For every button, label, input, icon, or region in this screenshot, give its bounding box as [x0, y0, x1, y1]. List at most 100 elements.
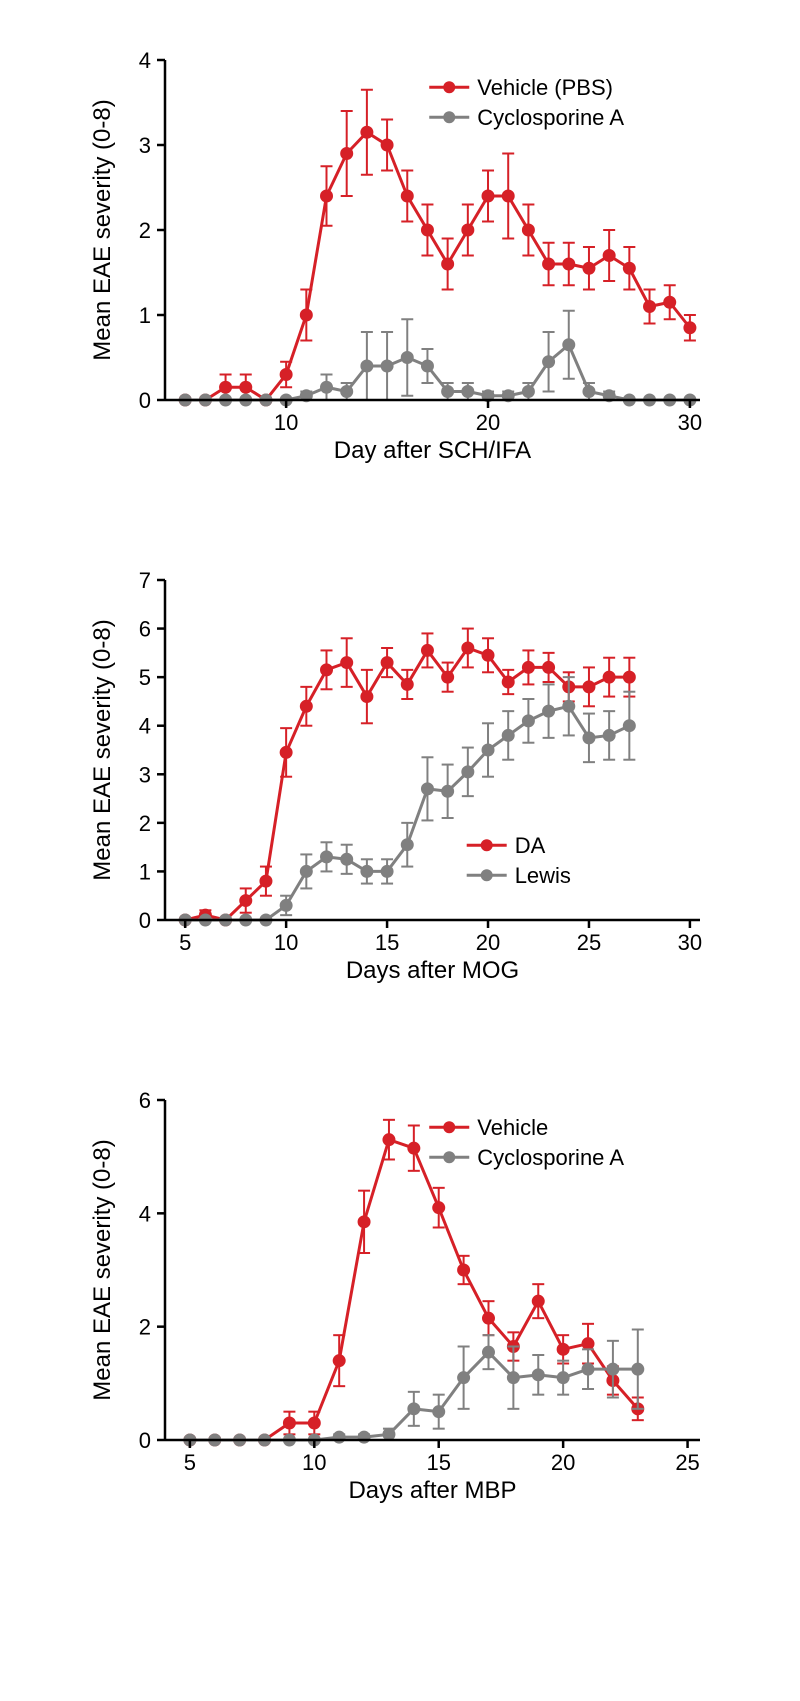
- data-marker: [543, 356, 555, 368]
- data-marker: [543, 661, 555, 673]
- data-marker: [583, 262, 595, 274]
- data-marker: [300, 700, 312, 712]
- chart-svg-1: 01234102030Mean EAE severity (0-8)Day af…: [80, 40, 720, 470]
- chart-panel-3: 0246510152025Mean EAE severity (0-8)Days…: [40, 1080, 760, 1510]
- data-marker: [522, 386, 534, 398]
- data-marker: [522, 661, 534, 673]
- data-marker: [421, 783, 433, 795]
- data-marker: [333, 1355, 345, 1367]
- series-line: [185, 132, 690, 400]
- data-marker: [442, 785, 454, 797]
- y-tick-label: 6: [139, 617, 151, 642]
- data-marker: [557, 1372, 569, 1384]
- y-tick-label: 0: [139, 1428, 151, 1453]
- data-marker: [321, 664, 333, 676]
- legend-marker: [443, 81, 455, 93]
- data-marker: [260, 875, 272, 887]
- data-marker: [280, 899, 292, 911]
- chart-panel-2: 0123456751015202530Mean EAE severity (0-…: [40, 560, 760, 990]
- data-marker: [300, 865, 312, 877]
- data-marker: [433, 1406, 445, 1418]
- y-tick-label: 2: [139, 218, 151, 243]
- y-tick-label: 0: [139, 908, 151, 933]
- legend-label: Lewis: [515, 863, 571, 888]
- y-tick-label: 3: [139, 133, 151, 158]
- data-marker: [502, 190, 514, 202]
- data-marker: [462, 642, 474, 654]
- y-axis-title: Mean EAE severity (0-8): [89, 1139, 116, 1400]
- x-tick-label: 30: [678, 410, 702, 435]
- data-marker: [462, 766, 474, 778]
- data-marker: [603, 250, 615, 262]
- x-axis-title: Day after SCH/IFA: [334, 437, 531, 464]
- data-marker: [308, 1417, 320, 1429]
- data-marker: [381, 865, 393, 877]
- data-marker: [507, 1372, 519, 1384]
- data-marker: [462, 386, 474, 398]
- data-marker: [358, 1431, 370, 1443]
- x-tick-label: 5: [179, 930, 191, 955]
- data-marker: [664, 296, 676, 308]
- data-marker: [408, 1142, 420, 1154]
- legend-label: Cyclosporine A: [477, 105, 624, 130]
- legend-marker: [481, 869, 493, 881]
- data-marker: [280, 369, 292, 381]
- data-marker: [361, 126, 373, 138]
- data-marker: [684, 322, 696, 334]
- y-tick-label: 7: [139, 568, 151, 593]
- y-tick-label: 1: [139, 859, 151, 884]
- data-marker: [361, 360, 373, 372]
- y-tick-label: 2: [139, 1315, 151, 1340]
- page: 01234102030Mean EAE severity (0-8)Day af…: [0, 0, 800, 1570]
- data-marker: [482, 649, 494, 661]
- legend-label: DA: [515, 833, 546, 858]
- data-marker: [607, 1363, 619, 1375]
- data-marker: [532, 1295, 544, 1307]
- data-marker: [458, 1264, 470, 1276]
- data-marker: [383, 1428, 395, 1440]
- legend-label: Vehicle (PBS): [477, 75, 613, 100]
- data-marker: [442, 386, 454, 398]
- x-tick-label: 25: [675, 1450, 699, 1475]
- y-axis-title: Mean EAE severity (0-8): [89, 619, 116, 880]
- data-marker: [482, 1312, 494, 1324]
- data-marker: [401, 678, 413, 690]
- data-marker: [381, 360, 393, 372]
- data-marker: [583, 386, 595, 398]
- data-marker: [321, 851, 333, 863]
- data-marker: [623, 671, 635, 683]
- legend-marker: [481, 839, 493, 851]
- x-axis-title: Days after MOG: [346, 957, 519, 984]
- data-marker: [644, 301, 656, 313]
- data-marker: [563, 700, 575, 712]
- data-marker: [341, 386, 353, 398]
- y-tick-label: 1: [139, 303, 151, 328]
- data-marker: [280, 746, 292, 758]
- data-marker: [482, 1346, 494, 1358]
- data-marker: [381, 657, 393, 669]
- data-marker: [333, 1431, 345, 1443]
- data-marker: [623, 720, 635, 732]
- data-marker: [462, 224, 474, 236]
- data-marker: [603, 671, 615, 683]
- x-tick-label: 20: [551, 1450, 575, 1475]
- y-tick-label: 4: [139, 48, 151, 73]
- y-tick-label: 3: [139, 762, 151, 787]
- x-tick-label: 10: [274, 930, 298, 955]
- x-tick-label: 25: [577, 930, 601, 955]
- data-marker: [522, 224, 534, 236]
- data-marker: [220, 381, 232, 393]
- data-marker: [341, 853, 353, 865]
- data-marker: [557, 1343, 569, 1355]
- data-marker: [240, 381, 252, 393]
- data-marker: [283, 1417, 295, 1429]
- data-marker: [401, 190, 413, 202]
- y-axis-title: Mean EAE severity (0-8): [89, 99, 116, 360]
- data-marker: [563, 339, 575, 351]
- y-tick-label: 5: [139, 665, 151, 690]
- data-marker: [502, 729, 514, 741]
- data-marker: [583, 681, 595, 693]
- data-marker: [543, 258, 555, 270]
- data-marker: [442, 671, 454, 683]
- data-marker: [482, 744, 494, 756]
